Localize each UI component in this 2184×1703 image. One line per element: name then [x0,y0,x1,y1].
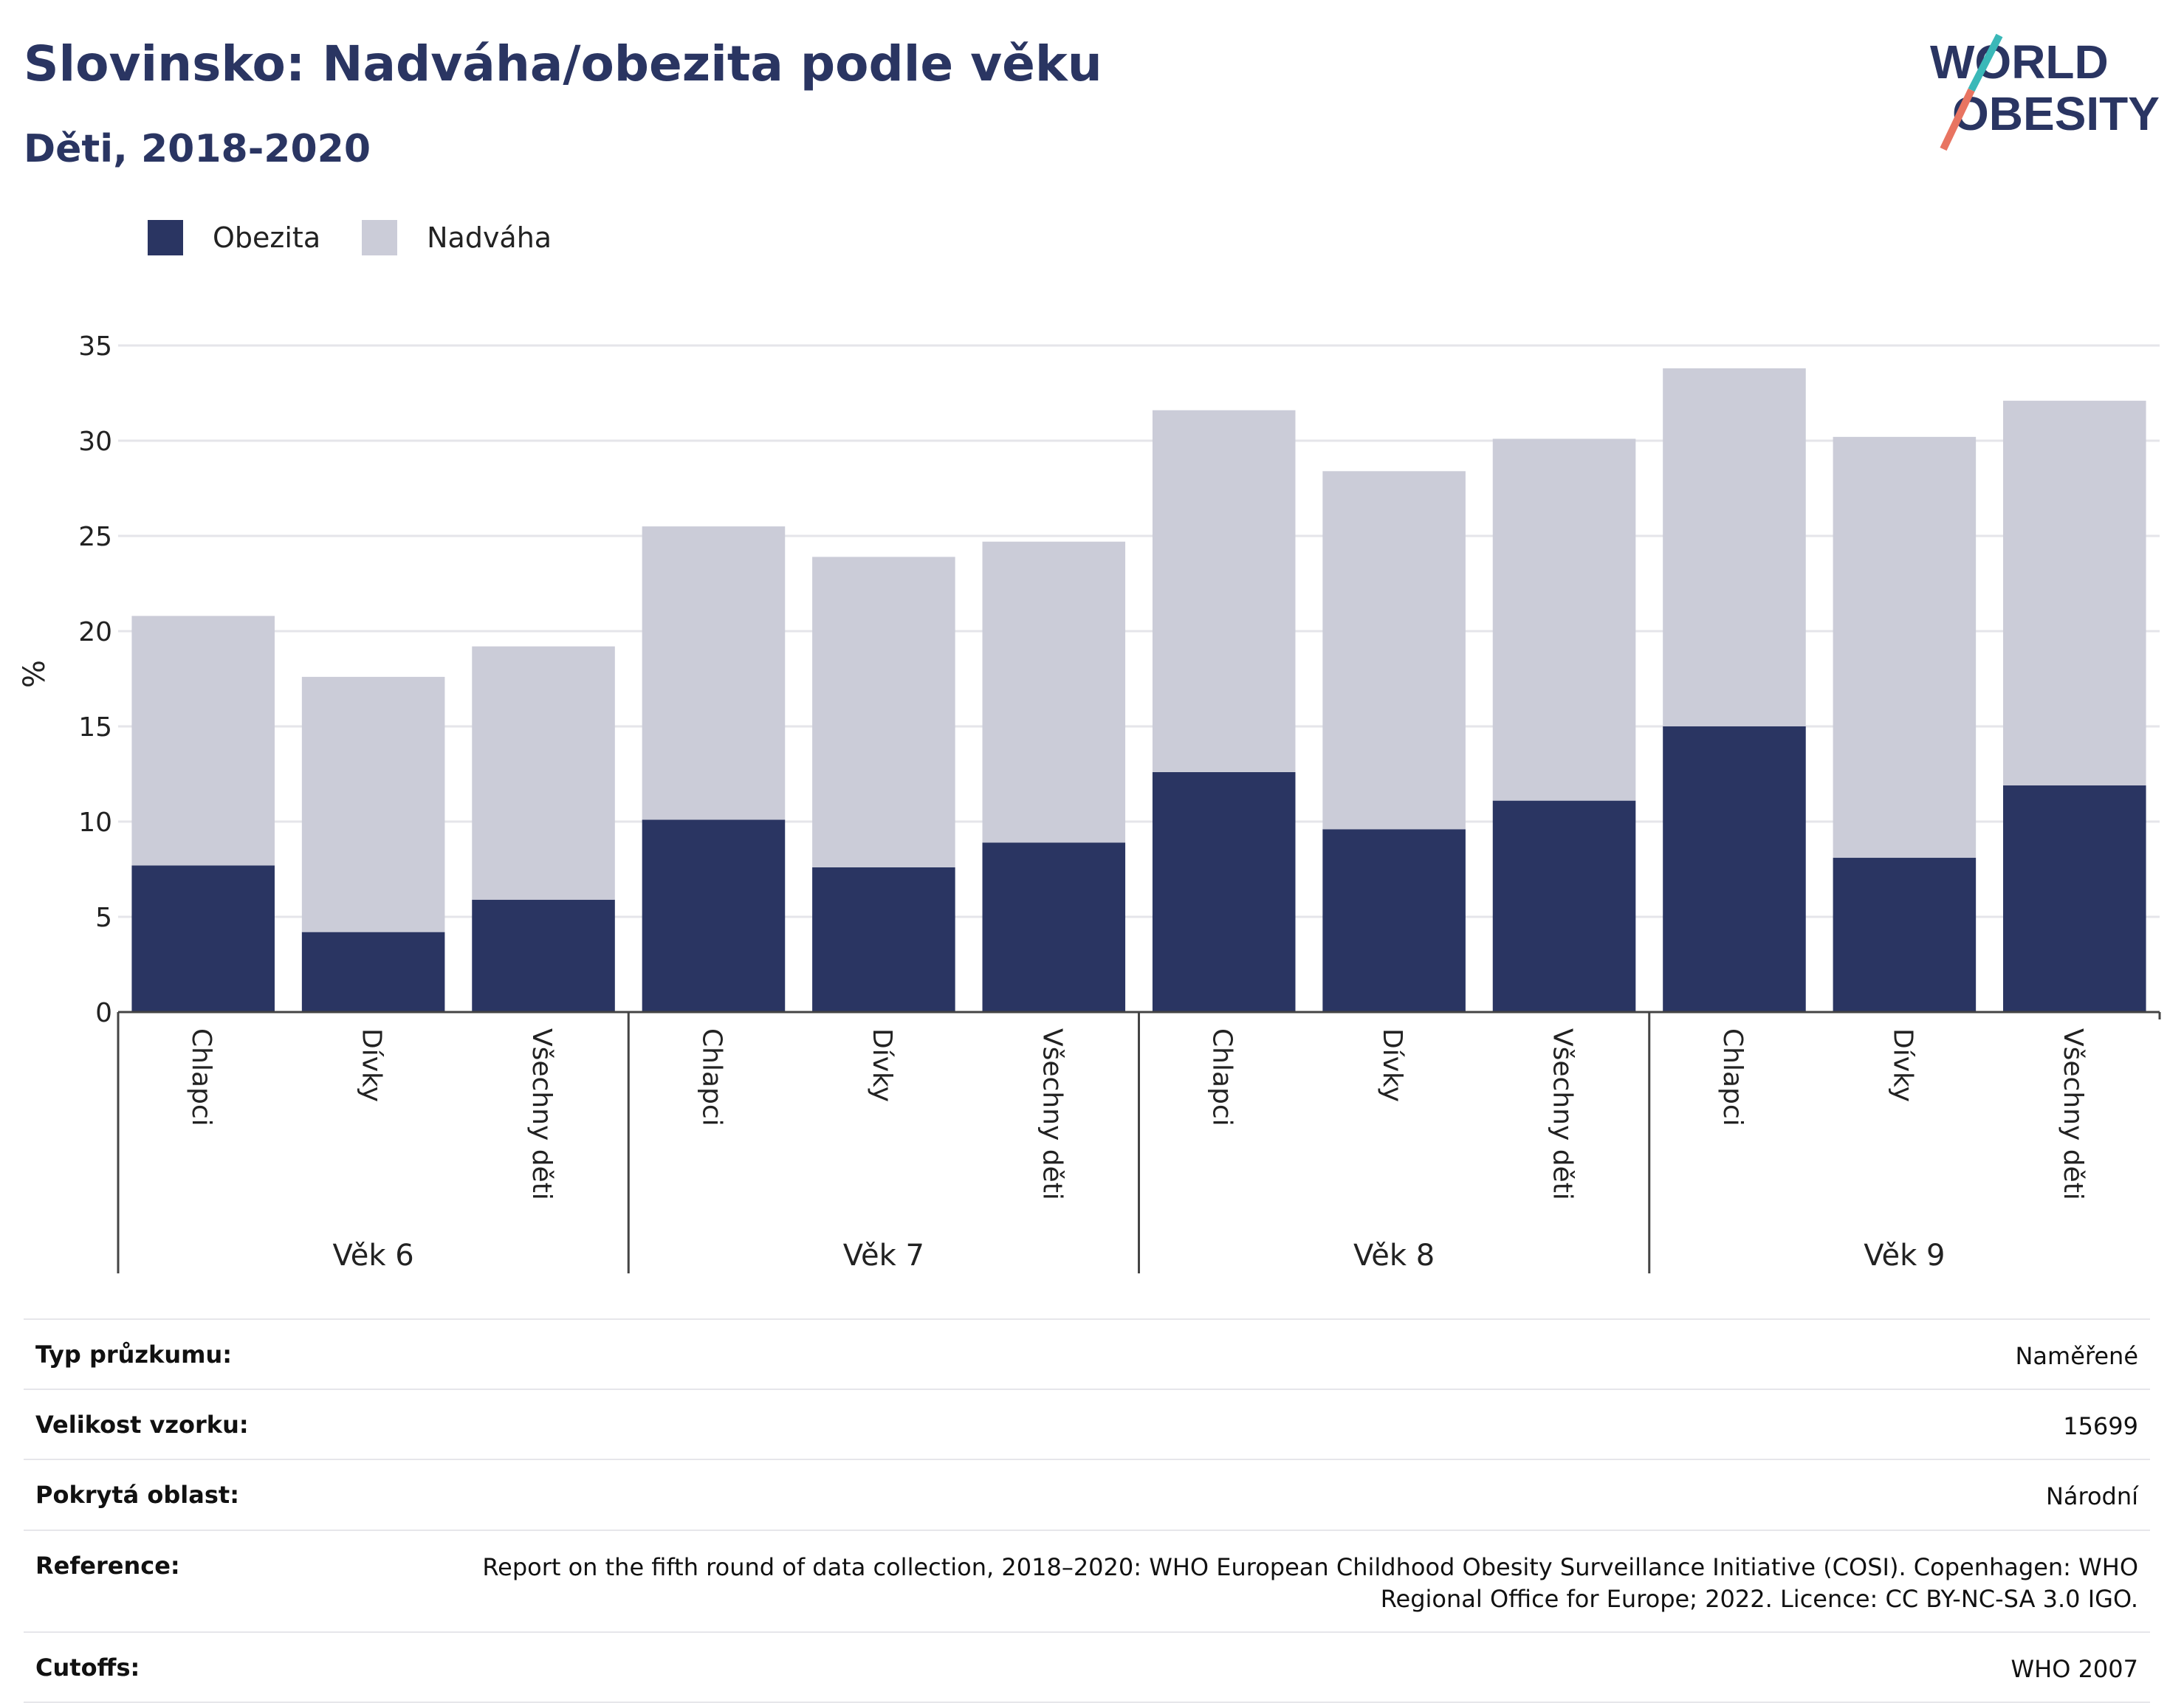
info-label: Reference: [35,1551,180,1580]
info-value: Report on the fifth round of data collec… [482,1552,2138,1613]
legend-item-obesity: Obezita [148,220,320,255]
y-axis-label: % [18,660,52,688]
bar-overweight [2003,400,2146,785]
bar-obesity [472,899,615,1012]
legend-swatch-overweight [362,220,398,255]
info-label: Typ průzkumu: [35,1341,233,1369]
bar-obesity [1663,726,1806,1012]
x-tick-label: Všechny děti [1548,1028,1578,1200]
y-tick-label: 10 [78,808,112,838]
logo-slash-coral [1940,88,1975,151]
bar-obesity [2003,785,2146,1012]
x-tick-label: Dívky [1887,1028,1917,1102]
bar-overweight [472,646,615,900]
bar-chart: 0 5 10 15 20 25 30 35 Chlapci Dívky Všechny děti Ch… [18,331,2161,1273]
bar-overweight [1663,368,1806,726]
info-label: Cutoffs: [35,1653,140,1682]
info-row: Reference: Report on the fifth round of d… [24,1529,2150,1631]
axis-layer: 0 5 10 15 20 25 30 35 Chlapci Dívky Všechny děti Ch… [78,331,2161,1273]
chart-legend: Obezita Nadváha [148,220,593,255]
y-tick-label: 30 [78,427,112,457]
info-row: Cutoffs: WHO 2007 [24,1631,2150,1703]
survey-info-table: Typ průzkumu: Naměřené Velikost vzorku: 156… [24,1318,2150,1703]
bar-overweight [812,557,955,867]
y-tick-label: 0 [95,998,112,1028]
bar-obesity [1152,771,1296,1012]
chart-title: Slovinsko: Nadváha/obezita podle věku [24,35,1102,92]
info-row: Typ průzkumu: Naměřené [24,1318,2150,1389]
bar-layer [131,368,2146,1012]
x-tick-label: Chlapci [186,1028,216,1126]
bar-overweight [642,526,786,820]
info-label: Velikost vzorku: [35,1411,249,1439]
legend-item-overweight: Nadváha [362,220,552,255]
bar-obesity [982,842,1126,1012]
x-tick-label: Chlapci [696,1028,727,1126]
group-label: Věk 6 [333,1239,414,1273]
bar-obesity [301,932,445,1012]
bar-overweight [1322,471,1466,830]
y-tick-label: 20 [78,617,112,647]
bar-obesity [642,819,786,1012]
bar-overweight [301,676,445,932]
y-tick-label: 35 [78,331,112,362]
y-tick-label: 15 [78,712,112,743]
legend-label-overweight: Nadváha [427,221,552,254]
info-value: Národní [2045,1482,2138,1511]
info-row: Pokrytá oblast: Národní [24,1459,2150,1529]
x-tick-label: Dívky [357,1028,387,1102]
bar-obesity [812,867,955,1012]
bar-obesity [1833,858,1977,1012]
chart-subtitle: Děti, 2018-2020 [24,127,371,171]
bar-obesity [1322,829,1466,1012]
logo-text-world: WORLD [1930,35,2109,89]
world-obesity-logo: WORLD OBESITY [1930,33,2160,151]
bar-overweight [1152,410,1296,772]
bar-obesity [1492,800,1636,1012]
bar-overweight [1833,436,1977,859]
info-value: Naměřené [2015,1342,2138,1370]
x-tick-label: Dívky [867,1028,897,1102]
x-tick-label: Všechny děti [1037,1028,1067,1200]
bar-overweight [982,541,1126,843]
group-label: Věk 7 [843,1239,924,1273]
legend-swatch-obesity [148,220,183,255]
bar-obesity [131,865,275,1012]
group-label: Věk 9 [1864,1239,1945,1273]
bar-overweight [1492,438,1636,801]
x-tick-label: Všechny děti [526,1028,557,1200]
legend-label-obesity: Obezita [213,221,321,254]
x-tick-label: Dívky [1377,1028,1407,1102]
grid-layer [118,344,2160,918]
y-tick-label: 5 [95,903,112,933]
info-value: WHO 2007 [2010,1654,2139,1683]
info-label: Pokrytá oblast: [35,1481,239,1510]
x-tick-label: Chlapci [1717,1028,1748,1126]
info-value: 15699 [2063,1412,2138,1441]
bar-overweight [131,616,275,866]
x-tick-label: Chlapci [1207,1028,1237,1126]
group-label: Věk 8 [1353,1239,1435,1273]
x-tick-label: Všechny děti [2058,1028,2088,1200]
logo-slash-teal [1968,33,2003,92]
logo-text-obesity: OBESITY [1952,87,2160,140]
y-tick-label: 25 [78,522,112,552]
info-row: Velikost vzorku: 15699 [24,1389,2150,1459]
